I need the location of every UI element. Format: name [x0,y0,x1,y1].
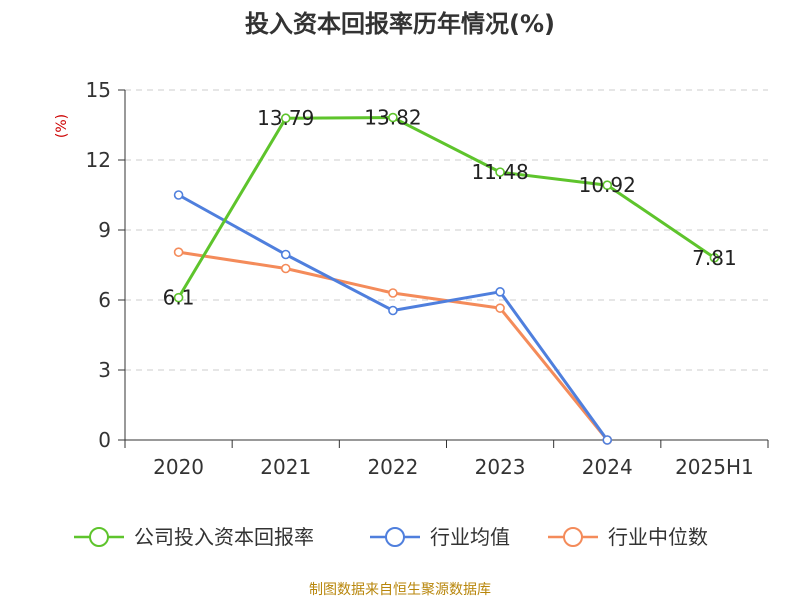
axes [118,89,769,448]
data-point [602,180,613,190]
series-line [177,116,716,299]
legend: 公司投入资本回报率 行业均值 行业中位数 [74,525,708,549]
y-tick-label: 0 [98,428,111,452]
data-point [495,167,505,177]
data-point [280,249,291,260]
data-label: 13.79 [257,106,314,130]
y-tick-label: 6 [98,288,111,312]
legend-item: 行业均值 [370,525,510,549]
data-point [173,190,184,200]
legend-item: 行业中位数 [548,525,708,549]
x-tick-label: 2020 [153,455,204,479]
data-point [173,247,184,257]
x-tick-label: 2025H1 [675,455,754,479]
series-lines [177,116,716,441]
y-tick-label: 3 [98,358,111,382]
source-note: 制图数据来自恒生聚源数据库 [309,582,491,598]
data-point [495,303,505,313]
legend-label: 公司投入资本回报率 [134,525,314,549]
y-tick-label: 9 [98,218,111,242]
x-tick-label: 2023 [475,455,526,479]
legend-marker [385,527,405,547]
y-tick-label: 15 [86,78,111,102]
data-point [495,287,505,297]
legend-marker [563,527,583,547]
legend-marker [89,527,109,547]
y-tick-labels: 0 3 6 9 12 15 [86,78,111,452]
data-label: 10.92 [579,173,636,197]
data-label: 6.1 [163,286,195,310]
data-point [388,305,398,316]
series-line [177,193,609,441]
x-tick-label: 2024 [582,455,633,479]
chart-title: 投入资本回报率历年情况(%) [245,10,555,38]
data-label: 7.81 [692,246,737,270]
data-point [280,113,291,124]
y-tick-label: 12 [86,148,111,172]
data-label: 11.48 [471,160,528,184]
x-tick-labels: 2020 2021 2022 2023 2024 2025H1 [153,455,754,479]
data-point [173,292,184,303]
x-tick-label: 2022 [367,455,418,479]
y-axis-unit: (%) [54,114,70,138]
data-point [388,112,398,123]
x-tick-label: 2021 [260,455,311,479]
legend-label: 行业均值 [430,525,510,549]
series-points [173,112,720,445]
series-line [178,250,609,441]
data-point [602,435,613,445]
data-point [280,263,291,274]
data-labels: 6.1 13.79 13.82 11.48 10.92 7.81 [163,106,737,310]
data-label: 13.82 [364,106,421,130]
data-point [388,288,398,298]
legend-label: 行业中位数 [608,525,708,549]
legend-item: 公司投入资本回报率 [74,525,314,549]
data-point [709,252,720,263]
